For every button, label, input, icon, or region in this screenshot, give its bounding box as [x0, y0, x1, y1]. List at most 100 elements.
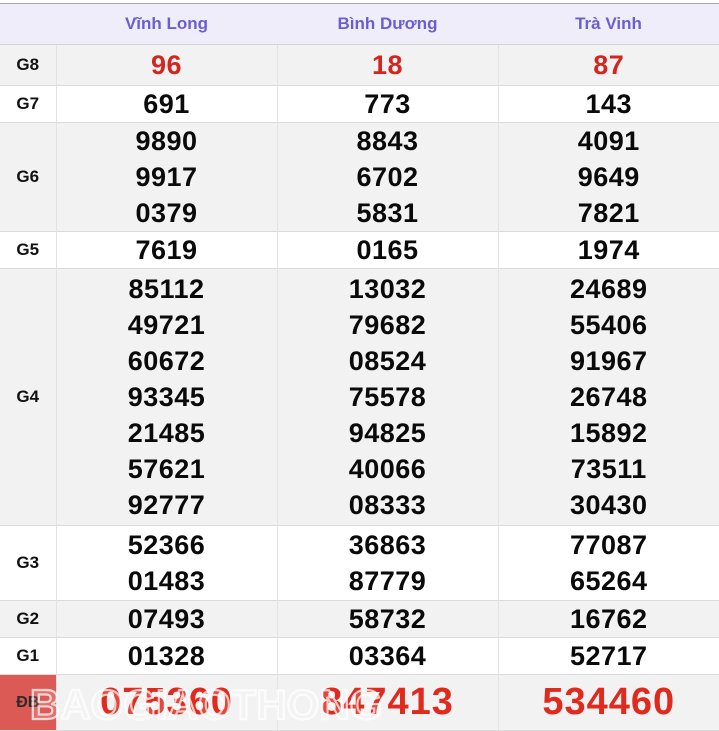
prize-number: 96 [57, 45, 277, 85]
prize-number: 73511 [499, 451, 719, 487]
prize-number: 60672 [57, 343, 277, 379]
prize-number: 4091 [499, 123, 719, 159]
prize-number: 87 [499, 45, 719, 85]
prize-number: 26748 [499, 379, 719, 415]
prize-cell-G8-col1: 96 [56, 45, 277, 86]
prize-number: 01328 [57, 638, 277, 674]
prize-label-G7: G7 [0, 86, 56, 123]
prize-cell-G5-col2: 0165 [277, 232, 498, 269]
prize-number: 9649 [499, 159, 719, 195]
prize-number: 93345 [57, 379, 277, 415]
prize-number: 7619 [57, 232, 277, 268]
column-header-2: Bình Dương [277, 4, 498, 45]
prize-number: 52717 [499, 638, 719, 674]
prize-label-G2: G2 [0, 601, 56, 638]
prize-cell-G5-col1: 7619 [56, 232, 277, 269]
prize-cell-G2-col3: 16762 [498, 601, 719, 638]
prize-label-DB: ĐB [0, 675, 56, 731]
prize-number: 36863 [278, 527, 498, 563]
prize-number: 85112 [57, 271, 277, 307]
prize-number: 79682 [278, 307, 498, 343]
prize-label-G3: G3 [0, 526, 56, 601]
prize-number: 847413 [278, 675, 498, 730]
prize-number: 18 [278, 45, 498, 85]
prize-number: 16762 [499, 601, 719, 637]
prize-number: 52366 [57, 527, 277, 563]
prize-cell-DB-col3: 534460 [498, 675, 719, 731]
column-header-1: Vĩnh Long [56, 4, 277, 45]
prize-number: 8843 [278, 123, 498, 159]
prize-number: 65264 [499, 563, 719, 599]
prize-number: 08333 [278, 487, 498, 523]
prize-label-G1: G1 [0, 638, 56, 675]
prize-label-G4: G4 [0, 269, 56, 526]
prize-number: 24689 [499, 271, 719, 307]
prize-number: 55406 [499, 307, 719, 343]
prize-number: 40066 [278, 451, 498, 487]
prize-number: 87779 [278, 563, 498, 599]
column-header-3: Trà Vinh [498, 4, 719, 45]
prize-cell-G2-col1: 07493 [56, 601, 277, 638]
prize-number: 07493 [57, 601, 277, 637]
prize-cell-G5-col3: 1974 [498, 232, 719, 269]
prize-number: 075360 [57, 675, 277, 730]
prize-cell-G7-col1: 691 [56, 86, 277, 123]
prize-number: 9917 [57, 159, 277, 195]
prize-label-G8: G8 [0, 45, 56, 86]
prize-label-G5: G5 [0, 232, 56, 269]
prize-number: 691 [57, 86, 277, 122]
prize-cell-G8-col2: 18 [277, 45, 498, 86]
prize-number: 0165 [278, 232, 498, 268]
prize-number: 08524 [278, 343, 498, 379]
prize-number: 9890 [57, 123, 277, 159]
prize-number: 1974 [499, 232, 719, 268]
prize-number: 03364 [278, 638, 498, 674]
prize-number: 0379 [57, 195, 277, 231]
prize-cell-G7-col3: 143 [498, 86, 719, 123]
prize-label-G6: G6 [0, 123, 56, 232]
prize-number: 143 [499, 86, 719, 122]
prize-cell-DB-col2: 847413 [277, 675, 498, 731]
prize-cell-G8-col3: 87 [498, 45, 719, 86]
prize-number: 7821 [499, 195, 719, 231]
prize-cell-G1-col1: 01328 [56, 638, 277, 675]
prize-cell-G7-col2: 773 [277, 86, 498, 123]
prize-number: 91967 [499, 343, 719, 379]
prize-cell-G2-col2: 58732 [277, 601, 498, 638]
prize-number: 57621 [57, 451, 277, 487]
corner-cell [0, 4, 56, 45]
prize-number: 21485 [57, 415, 277, 451]
prize-cell-DB-col1: 075360 [56, 675, 277, 731]
prize-number: 773 [278, 86, 498, 122]
prize-number: 15892 [499, 415, 719, 451]
prize-number: 92777 [57, 487, 277, 523]
prize-number: 13032 [278, 271, 498, 307]
prize-number: 534460 [499, 675, 719, 730]
prize-number: 5831 [278, 195, 498, 231]
prize-number: 77087 [499, 527, 719, 563]
prize-number: 6702 [278, 159, 498, 195]
prize-cell-G1-col2: 03364 [277, 638, 498, 675]
prize-number: 01483 [57, 563, 277, 599]
prize-number: 49721 [57, 307, 277, 343]
